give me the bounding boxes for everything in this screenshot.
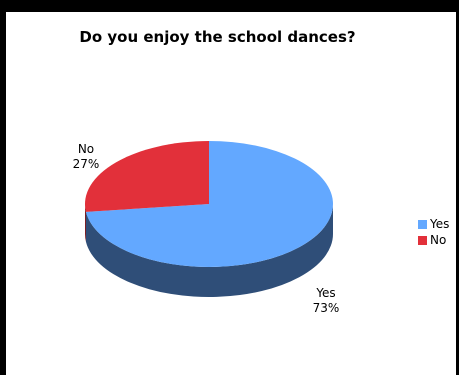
chart-panel: Do you enjoy the school dances? No 27% Y… (6, 12, 456, 375)
legend-swatch-yes (418, 219, 427, 229)
pie-chart (84, 141, 333, 297)
legend-label-yes: Yes (430, 217, 450, 231)
slice-label-yes-name: Yes (316, 286, 336, 300)
legend-swatch-no (418, 235, 427, 245)
pie-slice-yes (85, 141, 333, 267)
legend-item-yes: Yes (418, 216, 449, 232)
slice-label-yes-value: 73% (312, 301, 340, 315)
pie-side-no (85, 204, 86, 242)
slice-label-no-name: No (77, 142, 95, 156)
legend-item-no: No (418, 232, 449, 248)
pie-side-yes (85, 204, 333, 297)
legend-label-no: No (430, 233, 447, 247)
slice-label-no: No 27% (66, 142, 106, 172)
slice-label-yes: Yes 73% (306, 286, 346, 316)
pie-slice-no (84, 141, 209, 212)
slice-label-no-value: 27% (72, 157, 100, 171)
legend: Yes No (418, 216, 449, 248)
chart-title: Do you enjoy the school dances? (79, 28, 356, 46)
